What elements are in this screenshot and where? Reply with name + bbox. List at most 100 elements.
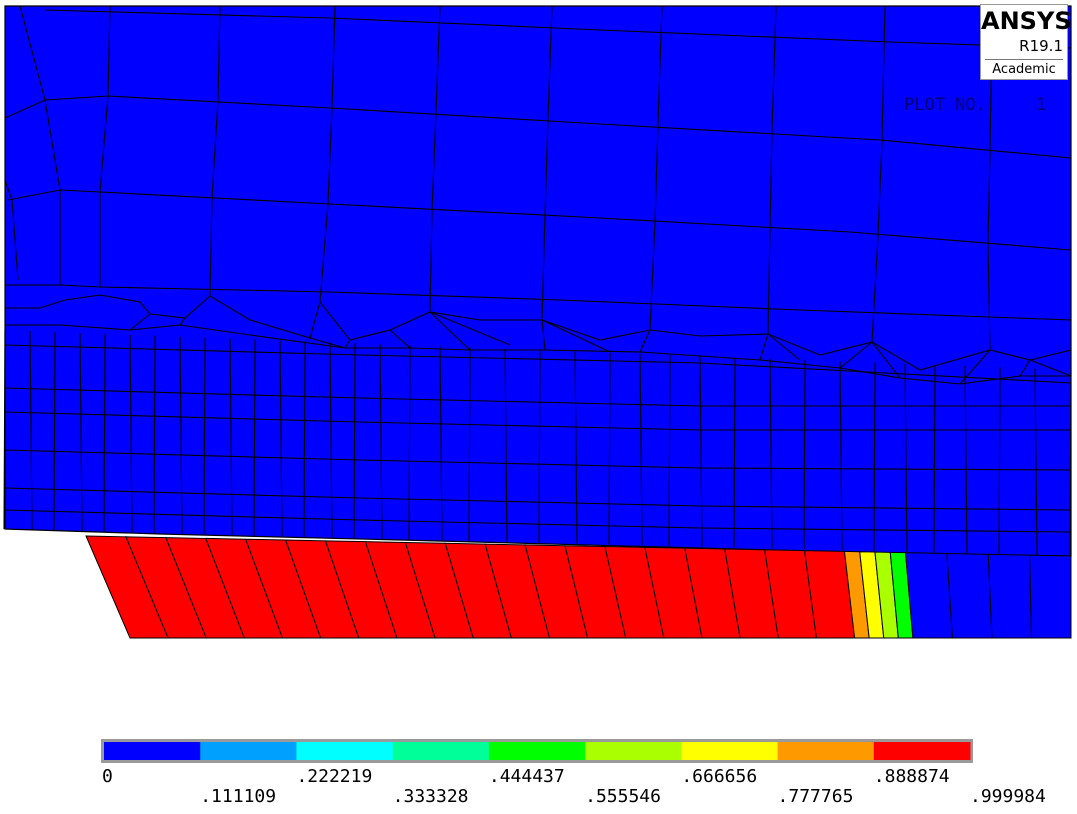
mesh-line [1069,369,1072,557]
logo-brand-text: ANSYS [981,7,1072,35]
mesh-line [4,449,1072,471]
mesh-line [3,330,6,530]
mesh-line [5,294,1072,371]
mesh-line [53,332,56,531]
legend-tick-label: .777765 [778,786,854,807]
legend-swatch [104,742,201,760]
mesh-line [179,317,186,326]
legend-tick-label: .111109 [200,786,276,807]
legend-swatch [873,742,971,760]
mesh-line [344,339,351,349]
legend-swatch [681,742,779,760]
mesh-line [129,334,133,533]
mesh-line [1029,359,1072,377]
legend-tick-label: .333328 [393,786,469,807]
mesh-line [99,5,111,287]
mesh-line [4,411,1071,431]
legend-swatch [296,742,394,760]
upper-mesh-region [3,5,1072,557]
mesh-line [608,352,611,545]
mesh-line [733,357,736,548]
band-element [987,553,1032,639]
legend-tick-label: 0 [102,766,113,787]
plot-number-label: PLOT NO. 1 [904,95,1046,115]
mesh-line [4,387,1071,407]
mesh-line [1019,359,1031,377]
mesh-line [179,336,183,534]
band-element [904,552,953,639]
mesh-line [998,367,1001,555]
logo-edition-text: Academic [985,59,1063,79]
mesh-line [379,344,383,539]
contour-legend-bar [101,739,973,763]
mesh-line [468,347,471,541]
logo-release-text: R19.1 [1019,37,1063,55]
mesh-line [699,356,703,547]
mesh-line [639,353,643,546]
mesh-line [129,313,151,331]
legend-tick-label: .666656 [681,766,757,787]
legend-tick-label: .555546 [585,786,661,807]
mesh-line [803,360,806,550]
mesh-line [203,337,206,535]
band-element [946,552,993,639]
mesh-line [767,333,801,361]
mesh-line [541,5,553,321]
contour-legend-labels: 0 .111109 .222219 .333328 .444437 .555546 .666… [102,766,1046,807]
mesh-line [4,487,1072,511]
mesh-line [873,362,876,552]
mesh-line [303,341,306,537]
mesh-line [44,9,1072,49]
mesh-line [408,345,411,540]
mesh-line [987,19,993,351]
mesh-line [541,319,546,351]
mesh-line [759,333,769,361]
mesh-line [309,337,346,349]
mesh-line [4,344,1072,384]
legend-swatch [488,742,586,760]
mesh-line [439,346,443,541]
mesh-line [389,329,411,349]
legend-tick-label: .888874 [874,766,950,787]
legend-tick-label: .222219 [296,766,372,787]
mesh-line [767,5,777,335]
legend-swatch [585,742,682,760]
legend-tick-label: .999984 [970,786,1046,807]
legend-swatch [777,742,875,760]
mesh-line [933,364,936,553]
plot-number-text: PLOT NO. [904,95,986,115]
mesh-line [229,338,233,535]
mesh-line [904,363,908,552]
mesh-line [964,366,968,554]
plot-number-value: 1 [1036,95,1046,115]
mesh-line [504,348,508,542]
band-element [1029,554,1072,639]
mesh-line [209,5,221,297]
mesh-line [871,341,901,379]
mesh-line [4,509,1072,533]
mesh-line [19,5,61,285]
mesh-line [4,179,19,281]
legend-swatch [200,742,297,760]
lower-contact-band [85,535,1072,639]
mesh-line [668,355,671,546]
mesh-line [429,311,471,351]
mesh-line [871,5,886,343]
mesh-line [541,319,611,353]
mesh-line [429,311,511,346]
mesh-line [639,329,651,353]
mesh-line [253,339,256,536]
mesh-line [574,351,578,544]
mesh-line [29,331,33,530]
mesh-line [329,342,333,538]
upper-body-fill [4,5,1072,557]
mesh-line [649,5,663,331]
mesh-line [1034,368,1038,556]
mesh-line [79,332,83,532]
mesh-line [353,343,356,538]
mesh-line [839,341,873,369]
mesh-line [279,340,283,537]
mesh-line [839,361,843,551]
